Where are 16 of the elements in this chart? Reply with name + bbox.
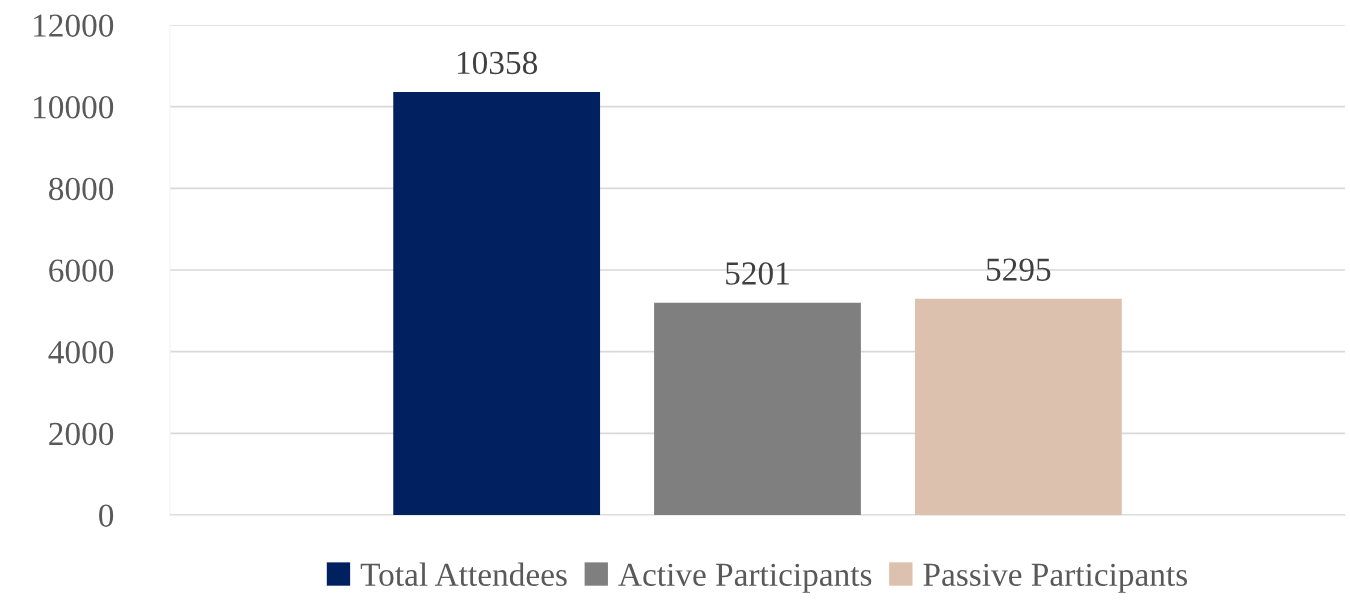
y-tick-label: 8000 xyxy=(49,177,114,201)
legend-label: Passive Participants xyxy=(923,563,1187,593)
y-tick-label: 10000 xyxy=(34,96,114,119)
bar xyxy=(654,302,861,515)
data-label: 5201 xyxy=(726,262,789,285)
legend-label: Active Participants xyxy=(618,563,872,593)
bar xyxy=(914,298,1122,515)
data-label: 5295 xyxy=(986,258,1051,281)
data-label: 10358 xyxy=(457,51,538,75)
y-tick-label: 12000 xyxy=(34,14,114,37)
legend-label: Total Attendees xyxy=(360,562,567,587)
y-tick-label: 4000 xyxy=(48,341,114,364)
bar xyxy=(393,92,601,515)
y-tick-label: 0 xyxy=(99,504,114,527)
y-tick-label: 6000 xyxy=(49,259,114,282)
y-tick-label: 2000 xyxy=(49,422,114,446)
